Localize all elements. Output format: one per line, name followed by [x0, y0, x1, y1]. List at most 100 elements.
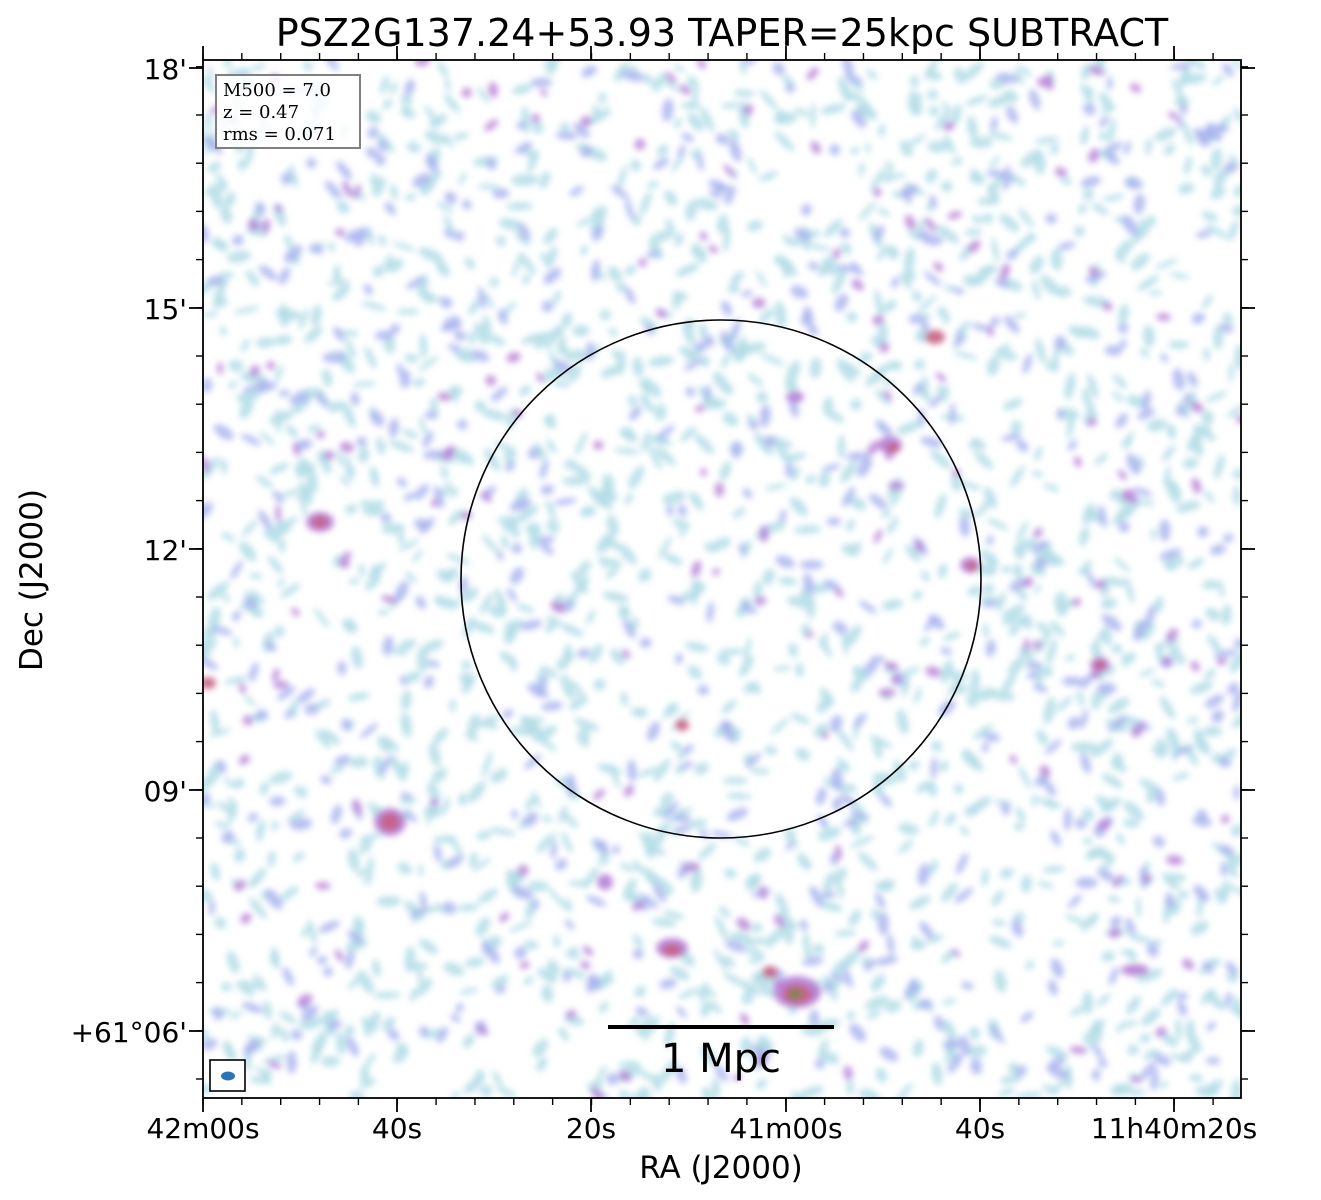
emission-blob: [486, 158, 497, 171]
emission-blob: [616, 349, 626, 375]
emission-blob: [723, 972, 744, 986]
emission-blob: [485, 374, 497, 387]
emission-blob: [876, 244, 889, 261]
emission-blob: [751, 297, 766, 309]
emission-blob: [649, 229, 676, 243]
emission-blob: [550, 600, 566, 614]
emission-blob: [964, 228, 982, 236]
emission-blob: [598, 92, 607, 105]
emission-blob: [1017, 65, 1032, 77]
emission-blob: [831, 971, 846, 983]
emission-blob: [240, 338, 250, 353]
emission-blob: [474, 400, 486, 412]
emission-blob: [569, 185, 584, 197]
emission-blob: [1088, 65, 1104, 76]
emission-blob: [1023, 638, 1031, 653]
emission-blob: [541, 984, 554, 1003]
emission-blob: [673, 825, 691, 835]
emission-blob: [1025, 661, 1042, 670]
emission-blob: [220, 982, 232, 992]
emission-blob: [414, 484, 430, 501]
emission-blob: [348, 578, 360, 585]
emission-blob: [1232, 485, 1241, 506]
emission-blob: [1168, 111, 1180, 121]
emission-blob: [684, 642, 709, 652]
emission-blob: [1176, 992, 1189, 1001]
emission-blob: [820, 892, 837, 899]
emission-blob: [1086, 417, 1098, 427]
emission-blob: [618, 604, 630, 616]
emission-blob: [805, 631, 814, 638]
emission-blob: [504, 462, 515, 472]
emission-blob: [447, 343, 462, 353]
emission-blob: [1102, 194, 1125, 202]
emission-blob: [509, 657, 518, 672]
emission-blob: [443, 214, 455, 237]
emission-blob: [1016, 588, 1028, 602]
emission-blob: [573, 718, 600, 732]
emission-blob: [1224, 991, 1232, 1007]
emission-blob: [661, 98, 674, 122]
emission-blob: [1220, 861, 1228, 877]
emission-blob: [772, 61, 785, 76]
emission-blob: [1117, 323, 1129, 334]
emission-blob: [1160, 353, 1169, 363]
emission-blob: [527, 447, 540, 460]
emission-blob: [1002, 172, 1015, 191]
emission-blob: [691, 492, 703, 509]
emission-blob: [1070, 742, 1098, 753]
emission-blob: [1112, 874, 1124, 888]
emission-blob: [477, 888, 499, 904]
emission-blob: [1082, 102, 1096, 116]
emission-blob: [469, 851, 478, 868]
emission-blob: [1041, 665, 1054, 678]
emission-blob: [1200, 124, 1213, 148]
emission-blob: [397, 862, 412, 875]
emission-blob: [457, 419, 468, 430]
emission-blob: [857, 101, 871, 113]
emission-blob: [1150, 1068, 1159, 1091]
emission-blob: [472, 857, 491, 872]
emission-blob: [994, 348, 1018, 361]
emission-blob: [883, 389, 892, 401]
emission-blob: [507, 625, 519, 643]
emission-blob: [1088, 265, 1099, 277]
emission-blob: [1225, 961, 1237, 976]
emission-blob: [267, 555, 284, 574]
emission-blob: [228, 359, 244, 372]
emission-blob: [424, 410, 439, 420]
emission-blob: [1182, 457, 1199, 469]
emission-blob: [514, 946, 527, 960]
emission-blob: [1147, 290, 1164, 296]
emission-blob: [1043, 697, 1056, 725]
emission-blob: [216, 271, 235, 280]
emission-blob: [837, 434, 846, 460]
emission-blob: [1228, 362, 1234, 383]
emission-blob: [982, 622, 990, 638]
emission-blob: [1033, 584, 1042, 594]
emission-blob: [212, 1006, 224, 1021]
emission-blob: [884, 161, 895, 170]
emission-blob: [777, 912, 798, 931]
emission-blob: [807, 261, 819, 271]
emission-blob: [864, 996, 890, 1010]
emission-blob: [841, 630, 848, 657]
emission-blob: [962, 61, 984, 81]
emission-blob: [878, 342, 890, 353]
emission-blob: [1206, 991, 1226, 1011]
emission-blob: [739, 980, 762, 996]
emission-blob: [1211, 709, 1224, 724]
emission-blob: [1006, 105, 1019, 124]
emission-blob: [999, 868, 1014, 879]
emission-blob: [1192, 816, 1212, 827]
emission-blob: [756, 1056, 767, 1068]
emission-blob: [1002, 604, 1025, 621]
emission-blob: [1202, 726, 1223, 737]
emission-blob: [277, 577, 285, 588]
emission-blob: [775, 555, 795, 569]
emission-blob: [856, 456, 873, 478]
emission-blob: [419, 891, 427, 910]
emission-blob: [929, 859, 939, 875]
emission-blob: [489, 277, 500, 287]
emission-blob: [1146, 788, 1156, 804]
